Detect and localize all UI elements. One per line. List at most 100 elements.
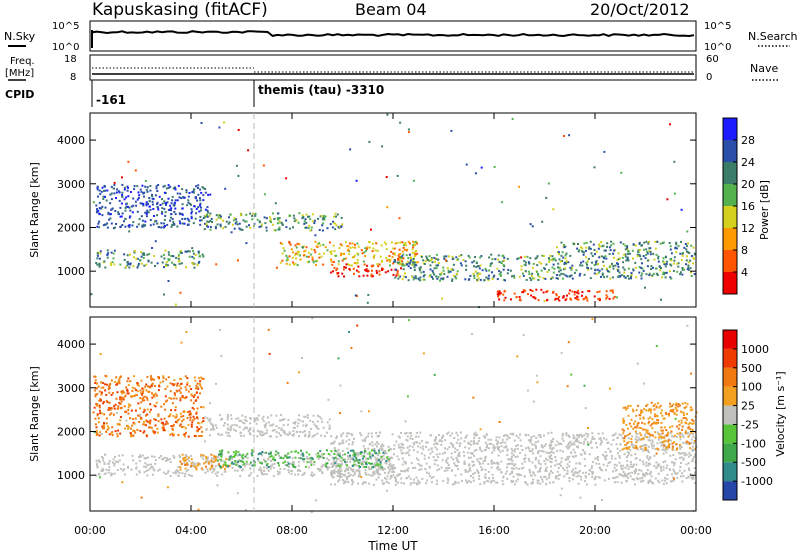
data-cell [487,274,490,277]
data-cell [390,241,393,244]
data-cell [484,457,487,460]
data-cell [240,212,242,215]
data-cell [209,212,212,215]
data-cell [159,204,162,206]
data-cell [589,469,592,472]
data-cell [669,123,671,126]
data-cell [154,419,157,421]
data-cell [692,262,694,265]
data-cell [403,460,406,463]
data-cell [542,255,545,257]
data-cell [390,250,393,253]
data-cell [563,469,566,472]
data-cell [123,186,126,189]
data-cell [445,459,448,462]
data-cell [390,448,393,451]
data-cell [107,406,110,409]
data-cell [117,460,119,463]
data-cell [627,447,630,450]
data-cell [315,453,318,456]
data-cell [549,447,552,450]
data-cell [536,264,539,267]
data-cell [171,432,174,435]
data-cell [428,255,431,258]
data-cell [347,451,350,454]
data-cell [355,269,358,272]
data-cell [176,419,179,422]
data-cell [671,445,674,448]
data-cell [626,407,629,410]
data-cell [396,473,399,476]
data-cell [343,480,346,483]
data-cell [186,417,189,420]
data-cell [280,427,283,430]
data-cell [218,126,221,129]
data-cell [208,214,211,217]
data-cell [177,470,179,473]
data-cell [602,463,605,466]
data-cell [261,462,263,465]
data-cell [435,275,438,278]
data-cell [436,456,439,459]
data-cell [377,453,380,456]
data-cell [139,202,142,205]
data-cell [477,265,480,268]
data-cell [587,290,590,292]
data-cell [200,209,202,212]
data-cell [253,463,256,466]
data-cell [347,481,350,483]
data-cell [453,482,456,485]
data-cell [275,425,278,428]
nsearch-tick-bottom: 10^0 [704,42,731,53]
data-cell [539,463,542,466]
data-cell [198,422,201,425]
data-cell [164,214,167,217]
data-cell [117,429,120,432]
data-cell [641,421,644,424]
data-cell [593,478,596,480]
data-cell [336,452,339,455]
data-cell [190,454,193,457]
data-cell [222,227,225,230]
data-cell [391,470,394,473]
data-cell [473,440,475,443]
data-cell [662,272,664,275]
data-cell [598,299,601,302]
data-cell [361,455,364,458]
data-cell [568,455,571,458]
data-cell [229,213,232,216]
data-cell [371,453,374,456]
data-cell [165,187,168,190]
data-cell [473,434,476,437]
data-cell [511,467,513,470]
data-cell [116,435,119,438]
data-cell [479,457,482,460]
data-cell [251,464,254,467]
data-cell [562,256,565,259]
data-cell [204,188,207,190]
data-cell [138,218,141,221]
data-cell [635,439,638,442]
data-cell [691,460,694,463]
data-cell [220,455,223,458]
data-cell [120,396,123,399]
data-cell [107,388,110,391]
data-cell [692,477,695,480]
data-cell [429,264,432,267]
data-cell [250,472,253,475]
data-cell [314,234,317,237]
data-cell [639,255,642,258]
data-cell [272,458,274,461]
data-cell [676,472,679,475]
data-cell [457,468,459,471]
data-cell [141,454,144,457]
data-cell [343,275,345,278]
data-cell [382,454,385,457]
data-cell [590,446,593,449]
data-cell [214,465,217,467]
data-cell [264,426,267,429]
data-cell [480,450,483,453]
data-cell [355,469,358,472]
data-cell [522,291,525,293]
data-cell [586,435,589,438]
